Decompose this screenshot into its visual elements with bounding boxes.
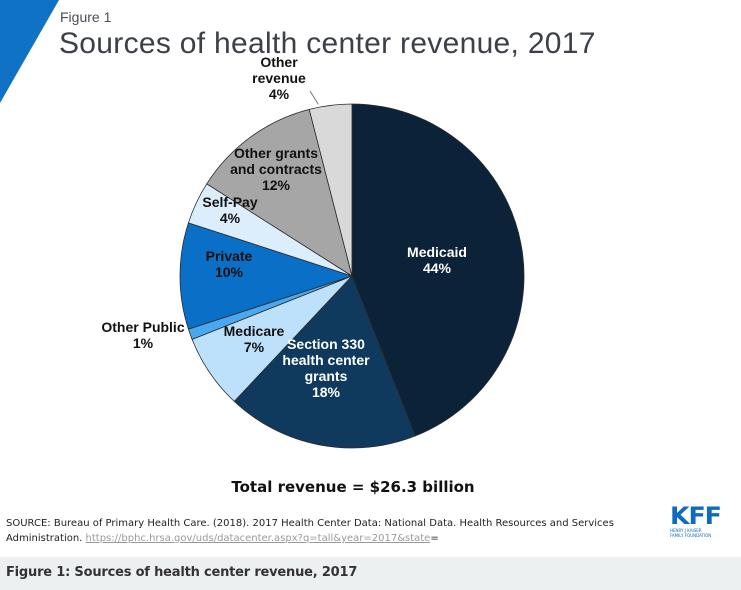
leader-line-other-revenue	[309, 90, 319, 105]
pie-slice-medicaid	[351, 103, 525, 437]
pie-slice-other-grants-and-contracts	[206, 108, 353, 277]
kff-logo-line2: FAMILY FOUNDATION	[670, 533, 712, 538]
kff-logo[interactable]: KFF HENRY J KAISER FAMILY FOUNDATION	[670, 504, 722, 538]
slice-name: and contracts	[230, 161, 322, 177]
kff-logo-mark: KFF	[670, 502, 722, 530]
slice-name: Other	[260, 54, 298, 70]
slice-name: Self-Pay	[202, 194, 257, 210]
slice-value: 4%	[269, 86, 290, 102]
slice-value: 1%	[133, 335, 154, 351]
corner-accent-triangle	[0, 0, 59, 103]
slice-name: Private	[206, 248, 253, 264]
slice-name: grants	[305, 368, 348, 384]
pie-slice-other-revenue	[308, 103, 353, 277]
slice-value: 44%	[423, 260, 452, 276]
chart-title: Sources of health center revenue, 2017	[59, 27, 596, 60]
source-note: SOURCE: Bureau of Primary Health Care. (…	[6, 516, 646, 546]
slice-label-other-public: Other Public 1%	[101, 319, 184, 351]
source-text: SOURCE: Bureau of Primary Health Care. (…	[6, 518, 614, 544]
slice-label-medicare: Medicare 7%	[224, 323, 285, 355]
slice-name: Medicaid	[407, 244, 467, 260]
slice-name: Medicare	[224, 323, 285, 339]
kff-logo-subtitle: HENRY J KAISER FAMILY FOUNDATION	[670, 528, 722, 538]
slice-label-other-revenue: Other revenue 4%	[252, 54, 306, 102]
caption-bar: Figure 1: Sources of health center reven…	[0, 557, 741, 590]
slice-value: 12%	[262, 177, 291, 193]
slice-name: health center	[282, 352, 370, 368]
pie-chart: Medicaid 44% Section 330 health center grant…	[101, 54, 525, 449]
figure-label: Figure 1	[60, 9, 112, 25]
figure-caption: Figure 1: Sources of health center reven…	[6, 565, 358, 580]
slice-value: 7%	[244, 339, 265, 355]
slice-label-private: Private 10%	[206, 248, 253, 280]
pie-slice-private	[179, 222, 354, 330]
slice-label-other-grants-and-contracts: Other grants and contracts 12%	[230, 145, 322, 193]
slice-label-medicaid: Medicaid 44%	[407, 244, 467, 276]
kff-logo-line1: HENRY J KAISER	[670, 528, 702, 533]
total-revenue-note: Total revenue = $26.3 billion	[231, 478, 475, 496]
slice-name: Other Public	[101, 319, 184, 335]
slice-value: 10%	[215, 264, 244, 280]
slice-value: 4%	[220, 210, 241, 226]
slice-label-section-330-health-center-grants: Section 330 health center grants 18%	[282, 336, 370, 400]
slice-name: Other grants	[234, 145, 318, 161]
slice-name: revenue	[252, 70, 306, 86]
slice-value: 18%	[312, 384, 341, 400]
slice-label-self-pay: Self-Pay 4%	[202, 194, 257, 226]
slice-name: Section 330	[287, 336, 365, 352]
pie-slice-section-330-health-center-grants	[233, 275, 416, 449]
source-trailing: =	[430, 533, 439, 544]
source-link[interactable]: https://bphc.hrsa.gov/uds/datacenter.asp…	[85, 533, 431, 544]
